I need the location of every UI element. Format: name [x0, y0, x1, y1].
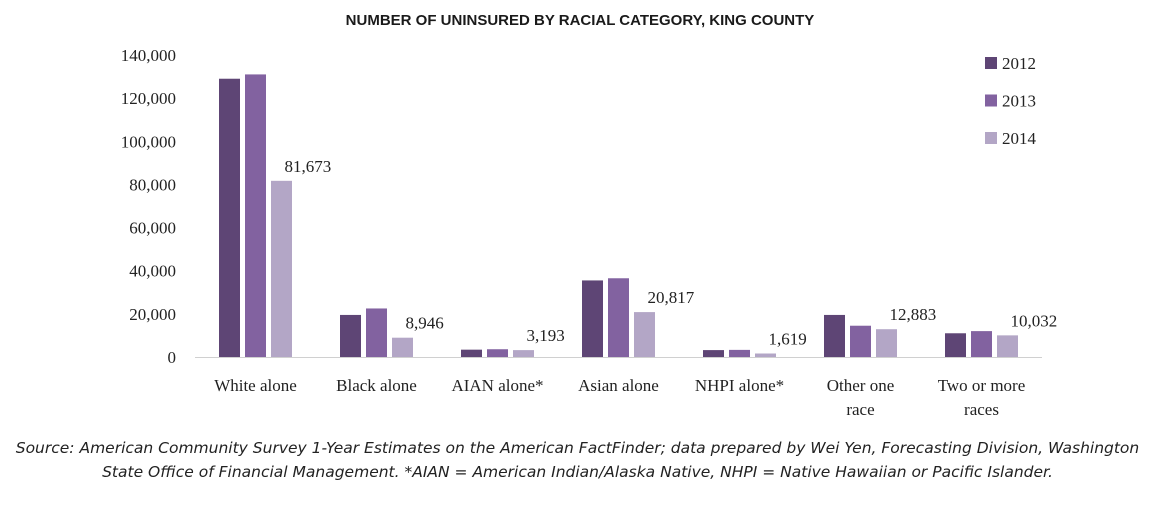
source-note: Source: American Community Survey 1-Year… — [15, 439, 1140, 481]
bar-2012 — [945, 333, 966, 357]
legend: 2012 2013 2014 — [985, 54, 1037, 148]
y-axis: 0 20,000 40,000 60,000 80,000 100,000 120,000 1… — [121, 46, 1042, 367]
category-label: AIAN alone* — [451, 376, 543, 395]
bar-2012 — [340, 314, 361, 357]
data-label: 3,193 — [527, 326, 565, 345]
data-label: 12,883 — [890, 305, 937, 324]
y-tick-label: 140,000 — [121, 46, 176, 65]
data-labels: 81,673 8,946 3,193 20,817 1,619 12,883 10,032 — [285, 157, 1058, 349]
bar-2012 — [582, 280, 603, 357]
bar-2013 — [366, 308, 387, 357]
y-tick-label: 100,000 — [121, 132, 176, 151]
y-tick-label: 120,000 — [121, 89, 176, 108]
bar-2013 — [971, 331, 992, 357]
bar-2014 — [392, 337, 413, 357]
data-label: 20,817 — [648, 288, 695, 307]
y-tick-label: 80,000 — [129, 175, 176, 194]
legend-label: 2012 — [1002, 54, 1036, 73]
y-tick-label: 40,000 — [129, 262, 176, 281]
bar-2013 — [850, 325, 871, 357]
legend-swatch-2014 — [985, 132, 997, 144]
category-label: White alone — [214, 376, 297, 395]
y-tick-label: 0 — [168, 348, 177, 367]
bar-2014 — [997, 335, 1018, 357]
bar-2013 — [487, 349, 508, 357]
legend-label: 2013 — [1002, 92, 1036, 111]
category-label: Other one — [827, 376, 895, 395]
chart-title: NUMBER OF UNINSURED BY RACIAL CATEGORY, … — [346, 12, 815, 29]
category-label: Two or more — [938, 376, 1026, 395]
bar-2012 — [824, 314, 845, 357]
bar-2014 — [513, 350, 534, 357]
data-label: 1,619 — [769, 330, 807, 349]
bar-2013 — [245, 74, 266, 358]
y-tick-label: 20,000 — [129, 305, 176, 324]
category-label: NHPI alone* — [695, 376, 784, 395]
legend-swatch-2012 — [985, 57, 997, 69]
bar-2012 — [461, 349, 482, 357]
data-label: 10,032 — [1011, 311, 1058, 330]
legend-label: 2014 — [1002, 129, 1037, 148]
bar-2014 — [876, 329, 897, 357]
bar-2013 — [608, 278, 629, 357]
bar-2014 — [271, 180, 292, 357]
bar-2012 — [219, 78, 240, 357]
category-labels: White alone Black alone AIAN alone* Asian a… — [214, 376, 1025, 419]
data-label: 8,946 — [406, 314, 444, 333]
bar-2014 — [755, 353, 776, 357]
y-tick-label: 60,000 — [129, 219, 176, 238]
category-label: Black alone — [336, 376, 417, 395]
legend-swatch-2013 — [985, 94, 997, 107]
data-label: 81,673 — [285, 157, 332, 176]
bars — [219, 74, 1018, 358]
bar-2014 — [634, 312, 655, 357]
category-label: Asian alone — [578, 376, 659, 395]
bar-2012 — [703, 350, 724, 357]
bar-2013 — [729, 349, 750, 357]
category-label: race — [846, 400, 874, 419]
category-label: races — [964, 400, 999, 419]
